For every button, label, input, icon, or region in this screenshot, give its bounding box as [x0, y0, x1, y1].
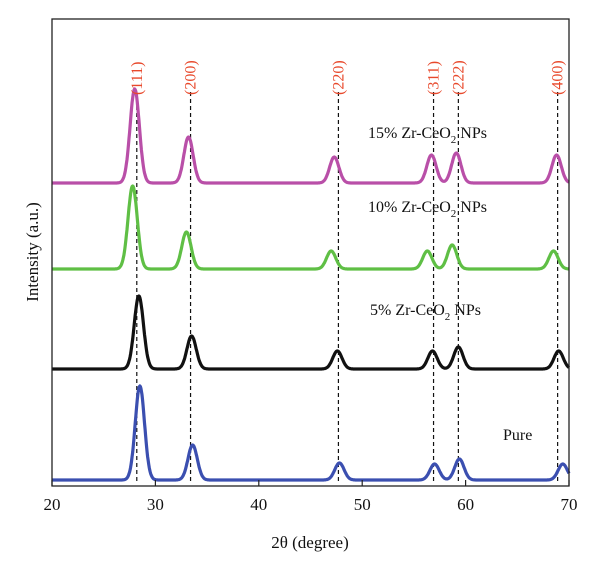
series-label-15pct-suffix: NPs: [456, 125, 487, 142]
series-label-15pct: 15% Zr-CeO2 NPs: [368, 125, 487, 146]
series-label-10pct-suffix: NPs: [456, 199, 487, 216]
series-lines: [50, 87, 571, 482]
x-tick-label: 60: [457, 495, 474, 514]
series-line: [50, 184, 571, 271]
x-axis-title: 2θ (degree): [271, 533, 349, 552]
series-line: [50, 384, 571, 482]
x-tick-label: 30: [147, 495, 164, 514]
peak-label: (200): [183, 60, 200, 95]
series-label-pure: Pure: [503, 427, 532, 444]
peak-labels: (111) (200) (220) (311) (222) (400): [129, 60, 567, 95]
peak-label: (400): [550, 60, 567, 95]
x-tick-label: 40: [250, 495, 267, 514]
peak-label: (111): [129, 62, 146, 95]
subscript-2: 2: [451, 208, 457, 220]
series-line: [50, 294, 571, 371]
x-tick-label: 50: [354, 495, 371, 514]
x-tick-label: 20: [44, 495, 61, 514]
peak-label: (220): [330, 60, 347, 95]
x-axis-ticks: 20 30 40 50 60 70: [44, 480, 578, 514]
plot-frame: [51, 18, 570, 487]
series-label-5pct: 5% Zr-CeO2 NPs: [370, 302, 481, 323]
y-axis-title: Intensity (a.u.): [23, 202, 42, 302]
series-label-5pct-suffix: NPs: [450, 302, 481, 319]
series-line: [50, 87, 571, 185]
series-label-10pct: 10% Zr-CeO2 NPs: [368, 199, 487, 220]
subscript-2: 2: [445, 311, 451, 323]
peak-label: (222): [450, 60, 467, 95]
reference-lines: [136, 92, 559, 484]
x-tick-label: 70: [561, 495, 578, 514]
peak-label: (311): [426, 61, 443, 95]
subscript-2: 2: [451, 134, 457, 146]
